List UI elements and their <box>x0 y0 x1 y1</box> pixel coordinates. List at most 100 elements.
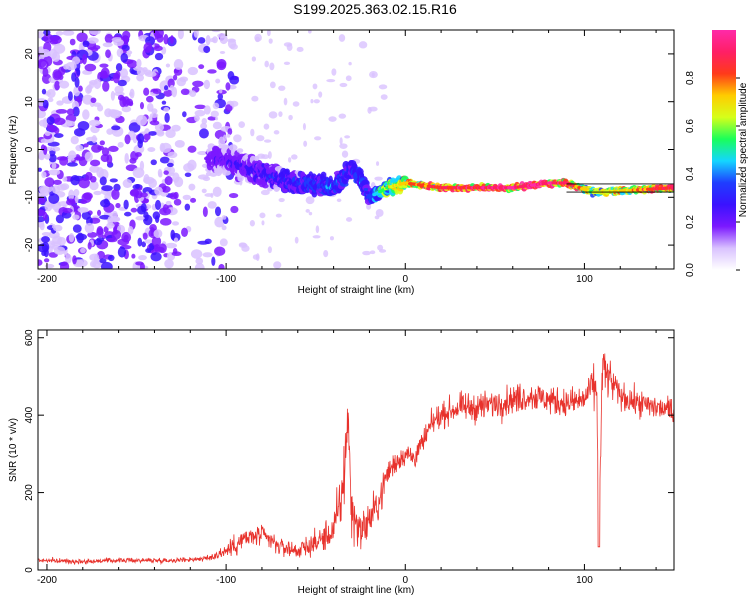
spectrogram-noise-cell <box>142 232 148 240</box>
spectrogram-noise-cell <box>278 111 283 117</box>
spectrogram-noise-cell <box>99 140 105 146</box>
spectrogram-noise-cell <box>358 41 368 49</box>
spectrogram-noise-cell <box>123 199 129 210</box>
spectrogram-noise-cell <box>97 209 102 217</box>
spectrogram-noise-cell <box>153 45 163 52</box>
spectrogram-noise-cell <box>164 258 174 269</box>
spectrogram-noise-cell <box>331 68 337 76</box>
spectrogram-ridge-core <box>363 188 369 192</box>
spectrogram-noise-cell <box>189 90 197 97</box>
spectrogram-noise-cell <box>150 159 157 166</box>
spectrogram-noise-cell <box>268 38 273 44</box>
colorbar-gradient <box>712 30 736 270</box>
spectrogram-noise-cell <box>43 145 48 155</box>
spectrogram-noise-cell <box>48 193 60 204</box>
spectrogram-noise-cell <box>166 162 174 168</box>
spectrogram-noise-cell <box>227 128 233 136</box>
spectrogram-noise-cell <box>41 171 47 179</box>
spectrogram-noise-cell <box>59 80 70 89</box>
spectrogram-noise-cell <box>57 236 66 246</box>
spectrogram-noise-cell <box>308 211 313 216</box>
spectrogram-noise-cell <box>136 58 142 68</box>
spectrogram-noise-cell <box>139 192 148 198</box>
spectrogram-noise-cell <box>96 237 105 242</box>
spectrogram-noise-cell <box>149 113 159 118</box>
spectrogram-noise-cell <box>241 245 250 252</box>
spectrogram-noise-cell <box>55 109 68 114</box>
spectrogram-noise-cell <box>194 115 200 122</box>
spectrogram-noise-cell <box>38 167 43 172</box>
spectrogram-noise-cell <box>216 61 227 71</box>
spectrogram-noise-cell <box>76 32 88 43</box>
spectrogram-noise-cell <box>345 75 352 82</box>
spectrogram-noise-cell <box>202 252 213 258</box>
spectrogram-noise-cell <box>51 146 61 152</box>
spectrogram-noise-cell <box>74 156 86 161</box>
spectrogram-noise-cell <box>190 249 203 259</box>
spectrogram-noise-cell <box>164 85 169 91</box>
spectrogram-noise-cell <box>99 176 107 186</box>
spectrogram-noise-cell <box>275 213 282 218</box>
spectrogram-noise-cell <box>380 94 388 100</box>
spectrogram-noise-cell <box>41 231 51 237</box>
spectrogram-noise-cell <box>41 88 47 95</box>
spectrogram-noise-cell <box>128 122 141 133</box>
spectrogram-noise-cell <box>115 203 121 209</box>
spectrogram-noise-cell <box>159 142 166 153</box>
spectrogram-noise-cell <box>68 189 75 201</box>
spectrogram-noise-cell <box>53 246 66 255</box>
spectrogram-noise-cell <box>150 252 162 262</box>
spectrogram-noise-cell <box>62 30 75 36</box>
spectrogram-noise-cell <box>263 123 270 130</box>
spectrogram-noise-cell <box>154 52 164 61</box>
spectrogram-noise-cell <box>82 109 90 120</box>
spectrogram-noise-cell <box>69 38 76 46</box>
spectrogram-noise-cell <box>44 153 51 160</box>
spectrogram-noise-cell <box>70 174 80 186</box>
spectrogram-noise-cell <box>143 174 150 184</box>
spectrogram-noise-cell <box>51 162 57 170</box>
spectrogram-noise-cell <box>75 259 88 268</box>
spectrogram-noise-cell <box>377 244 384 251</box>
spectrogram-noise-cell <box>136 67 146 77</box>
snr-series-line <box>38 353 674 566</box>
spectrogram-noise-cell <box>225 104 233 112</box>
spectrogram-noise-cell <box>127 225 134 235</box>
spectrogram-noise-cell <box>198 128 209 139</box>
spectrogram-noise-cell <box>77 207 89 213</box>
spectrogram-noise-cell <box>41 235 50 243</box>
spectrogram-noise-cell <box>207 69 217 74</box>
spectrogram-noise-cell <box>96 227 104 238</box>
spectrogram-noise-cell <box>151 108 158 115</box>
spectrogram-noise-cell <box>164 112 170 123</box>
spectrogram-noise-cell <box>264 60 269 68</box>
spectrogram-noise-cell <box>106 237 118 243</box>
spectrogram-noise-cell <box>141 241 146 248</box>
spectrogram-noise-cell <box>200 122 208 130</box>
spectrogram-noise-cell <box>190 197 197 203</box>
spectrogram-noise-cell <box>97 145 105 151</box>
spectrogram-noise-cell <box>174 139 185 148</box>
spectrogram-noise-cell <box>310 99 314 104</box>
spectrogram-noise-cell <box>283 97 288 106</box>
spectrogram-noise-cell <box>181 227 188 238</box>
spectrogram-noise-cell <box>84 63 97 72</box>
spectrogram-noise-cell <box>117 79 127 87</box>
spectrogram-noise-cell <box>313 99 320 104</box>
spectrogram-noise-cell <box>338 113 347 119</box>
spectrogram-noise-cell <box>345 217 353 222</box>
spectrogram-noise-cell <box>41 250 47 257</box>
spectrogram-noise-cell <box>187 159 197 171</box>
spectrogram-noise-cell <box>51 51 61 62</box>
spectrogram-noise-cell <box>124 134 131 145</box>
spectrogram-noise-cell <box>249 220 255 227</box>
spectrogram-noise-cell <box>102 81 110 92</box>
spectrogram-noise-cell <box>269 62 275 71</box>
spectrogram-y-tick-label: -20 <box>24 237 35 252</box>
spectrogram-noise-cell <box>278 198 285 203</box>
spectrogram-noise-cell <box>339 137 343 145</box>
spectrogram-noise-cell <box>194 109 206 117</box>
spectrogram-noise-cell <box>129 88 135 99</box>
spectrogram-noise-cell <box>68 232 75 243</box>
spectrogram-noise-cell <box>314 136 322 141</box>
